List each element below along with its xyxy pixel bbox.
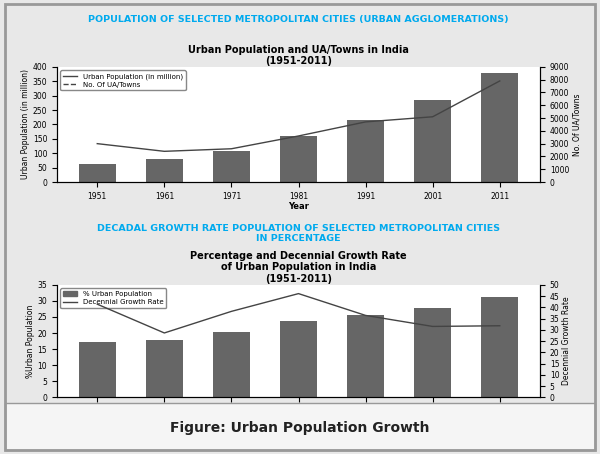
Bar xyxy=(213,332,250,397)
Text: Figure: Urban Population Growth: Figure: Urban Population Growth xyxy=(170,421,430,434)
Bar xyxy=(347,119,384,182)
Bar xyxy=(146,159,183,182)
Y-axis label: No. Of UA/Towns: No. Of UA/Towns xyxy=(572,93,581,156)
Text: POPULATION OF SELECTED METROPOLITAN CITIES (URBAN AGGLOMERATIONS): POPULATION OF SELECTED METROPOLITAN CITI… xyxy=(88,15,509,24)
Title: Urban Population and UA/Towns in India
(1951-2011): Urban Population and UA/Towns in India (… xyxy=(188,44,409,66)
X-axis label: Year: Year xyxy=(288,202,309,211)
Bar xyxy=(481,74,518,182)
Bar xyxy=(347,315,384,397)
X-axis label: Year: Year xyxy=(288,417,309,426)
Bar xyxy=(414,308,451,397)
Y-axis label: Urban Population (in million): Urban Population (in million) xyxy=(21,69,30,179)
Bar xyxy=(213,151,250,182)
Bar xyxy=(146,340,183,397)
Bar xyxy=(79,164,116,182)
Text: DECADAL GROWTH RATE POPULATION OF SELECTED METROPOLITAN CITIES
IN PERCENTAGE: DECADAL GROWTH RATE POPULATION OF SELECT… xyxy=(97,224,500,243)
Y-axis label: Decennial Growth Rate: Decennial Growth Rate xyxy=(562,297,571,385)
Y-axis label: %Urban Population: %Urban Population xyxy=(26,304,35,378)
Legend: Urban Population (in million), No. Of UA/Towns: Urban Population (in million), No. Of UA… xyxy=(61,70,185,90)
Bar xyxy=(280,321,317,397)
Bar xyxy=(280,136,317,182)
Bar xyxy=(79,342,116,397)
Title: Percentage and Decennial Growth Rate
of Urban Population in India
(1951-2011): Percentage and Decennial Growth Rate of … xyxy=(190,251,407,284)
Bar xyxy=(481,297,518,397)
Legend: % Urban Population, Decennial Growth Rate: % Urban Population, Decennial Growth Rat… xyxy=(61,288,166,308)
Bar xyxy=(414,100,451,182)
